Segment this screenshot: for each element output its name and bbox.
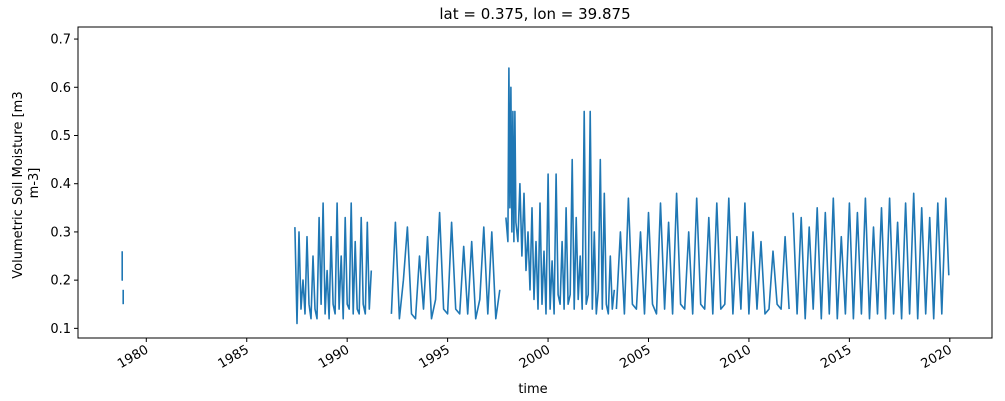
chart-title: lat = 0.375, lon = 39.875 — [439, 5, 630, 23]
series-line-segment — [294, 202, 373, 325]
series-line-segment — [792, 192, 950, 320]
y-tick-label: 0.1 — [50, 322, 71, 337]
y-tick-label: 0.4 — [50, 177, 71, 192]
y-tick-label: 0.5 — [50, 129, 71, 144]
y-tick-label: 0.7 — [50, 33, 71, 48]
x-tick-label: 1995 — [416, 342, 452, 372]
series-layer — [121, 67, 950, 325]
x-axis-label: time — [518, 382, 547, 397]
x-tick-label: 1990 — [316, 342, 352, 372]
y-tick-label: 0.3 — [50, 225, 71, 240]
series-line-segment — [615, 192, 790, 315]
y-tick-label: 0.6 — [50, 81, 71, 96]
series-line-segment — [505, 67, 616, 315]
x-tick-label: 2015 — [818, 342, 854, 372]
x-tick-label: 2000 — [517, 342, 553, 372]
y-axis-label: Volumetric Soil Moisture [m3 m-3] — [11, 87, 42, 278]
x-tick-label: 2010 — [718, 342, 754, 372]
plot-frame — [77, 26, 993, 339]
series-line-segment — [390, 211, 501, 320]
y-axis-label-line-2: m-3] — [27, 168, 42, 199]
y-axis: 0.1 0.2 0.3 0.4 0.5 0.6 0.7 — [50, 33, 78, 337]
x-tick-label: 2020 — [919, 342, 955, 372]
y-axis-label-line-1: Volumetric Soil Moisture [m3 — [11, 91, 26, 278]
x-tick-label: 2005 — [617, 342, 653, 372]
x-tick-label: 1985 — [216, 342, 252, 372]
x-axis: 1980 1985 1990 1995 2000 2005 2010 2015 2020 — [115, 338, 955, 372]
x-tick-label: 1980 — [115, 342, 151, 372]
y-tick-label: 0.2 — [50, 274, 71, 289]
